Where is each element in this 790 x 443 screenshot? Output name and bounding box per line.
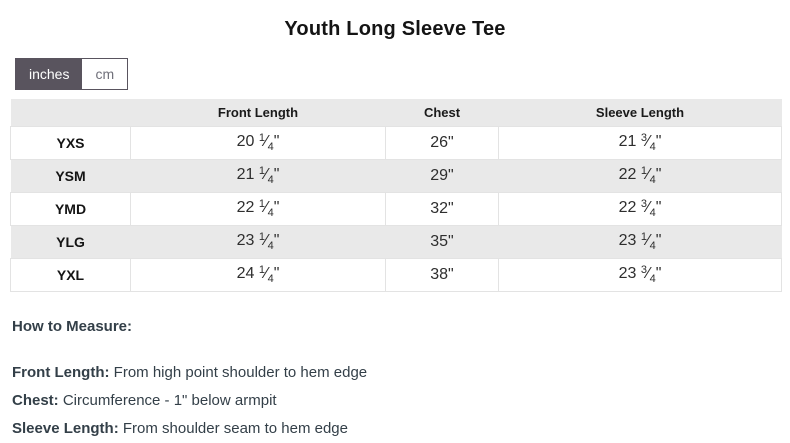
measure-item-label: Front Length: — [12, 363, 110, 381]
size-cell: YXL — [10, 257, 131, 292]
column-header-sleeve-length: Sleeve Length — [498, 99, 782, 126]
table-row: YMD 22 1⁄4" 32" 22 3⁄4" — [10, 191, 782, 226]
measure-item-sleeve-length: Sleeve Length: From shoulder seam to hem… — [12, 415, 790, 443]
size-table-body: YXS 20 1⁄4" 26" 21 3⁄4" YSM 21 1⁄4" 29" 22 1⁄4"… — [10, 125, 782, 292]
measure-item-text: From shoulder seam to hem edge — [122, 419, 348, 437]
size-cell: YMD — [10, 191, 131, 226]
measure-item-text: Circumference - 1" below armpit — [62, 391, 277, 409]
table-header: Front Length Chest Sleeve Length — [10, 99, 782, 126]
measure-item-text: From high point shoulder to hem edge — [113, 363, 368, 381]
size-cell: YLG — [10, 225, 131, 258]
unit-toggle-inches[interactable]: inches — [16, 59, 83, 89]
column-header-size — [10, 99, 131, 126]
value-cell: 21 1⁄4" — [130, 159, 386, 192]
value-cell: 23 3⁄4" — [498, 257, 782, 292]
value-cell: 22 1⁄4" — [130, 191, 386, 226]
size-chart-table: Front Length Chest Sleeve Length YXS 20 1… — [10, 99, 782, 292]
measure-item-label: Sleeve Length: — [12, 419, 119, 437]
column-header-front-length: Front Length — [130, 99, 386, 126]
table-row: YSM 21 1⁄4" 29" 22 1⁄4" — [10, 159, 782, 192]
value-cell: 22 1⁄4" — [498, 159, 782, 192]
table-row: YXL 24 1⁄4" 38" 23 3⁄4" — [10, 257, 782, 292]
value-cell: 20 1⁄4" — [130, 125, 386, 160]
value-cell: 38" — [385, 257, 499, 292]
measure-item-chest: Chest: Circumference - 1" below armpit — [12, 387, 790, 415]
how-to-measure-heading: How to Measure: — [12, 317, 133, 335]
value-cell: 35" — [385, 225, 499, 258]
value-cell: 22 3⁄4" — [498, 191, 782, 226]
value-cell: 29" — [385, 159, 499, 192]
unit-toggle-cm[interactable]: cm — [82, 59, 128, 89]
table-header-row: Front Length Chest Sleeve Length — [10, 99, 782, 126]
value-cell: 23 1⁄4" — [498, 225, 782, 258]
table-row: YLG 23 1⁄4" 35" 23 1⁄4" — [10, 225, 782, 258]
size-cell: YXS — [10, 125, 131, 160]
column-header-chest: Chest — [385, 99, 499, 126]
value-cell: 23 1⁄4" — [130, 225, 386, 258]
size-cell: YSM — [10, 159, 131, 192]
how-to-measure-items: Front Length: From high point shoulder t… — [12, 359, 790, 443]
table-row: YXS 20 1⁄4" 26" 21 3⁄4" — [10, 125, 782, 160]
page-title: Youth Long Sleeve Tee — [284, 18, 506, 40]
measure-item-label: Chest: — [12, 391, 59, 409]
unit-toggle: inches cm — [15, 58, 129, 90]
value-cell: 24 1⁄4" — [130, 257, 386, 292]
value-cell: 32" — [385, 191, 499, 226]
value-cell: 21 3⁄4" — [498, 125, 782, 160]
how-to-measure-section: How to Measure: Front Length: From high … — [12, 318, 790, 443]
value-cell: 26" — [385, 125, 499, 160]
measure-item-front-length: Front Length: From high point shoulder t… — [12, 359, 790, 387]
